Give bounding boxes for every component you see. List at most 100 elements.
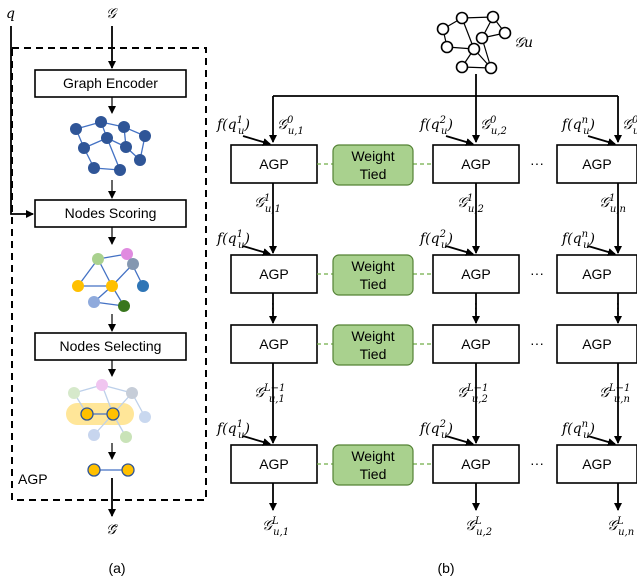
query-score-label: f(q1 u) [216, 419, 250, 441]
agp-box [556, 144, 637, 184]
graph-node [106, 280, 118, 292]
query-score-label: f(q2 u) [419, 115, 453, 137]
user-graph [436, 10, 512, 75]
agp-rows: AGP AGP AGP Weight Tied ··· AGP AGP AGP Weight Tie… [216, 115, 637, 538]
query-score-arrow [242, 435, 271, 446]
weight-tied-box [332, 144, 414, 186]
query-score-label: f(q2 u) [419, 229, 453, 251]
weight-tied-label: Weight [351, 148, 394, 164]
panel-b: 𝒢u AGP AGP AGP Weight Tied ··· AGP AGP AGP Weight… [216, 10, 637, 576]
weight-tied-box [332, 324, 414, 366]
final-output-label: 𝒢L u,1 [262, 516, 289, 538]
graph-node [440, 40, 454, 54]
graph-node [436, 22, 450, 36]
agp-box-label: AGP [461, 156, 491, 172]
pooled-graph [87, 463, 135, 477]
graph-encoder-box [34, 69, 187, 98]
weight-tied-label: Tied [360, 166, 387, 182]
agp-box [556, 254, 637, 294]
graph-node [70, 123, 82, 135]
query-score-arrow [242, 245, 271, 256]
weight-tied-label: Weight [351, 328, 394, 344]
graph-node [126, 387, 138, 399]
query-score-arrow [242, 135, 271, 146]
nodes-selecting-label: Nodes Selecting [60, 338, 162, 354]
weight-tied-label: Weight [351, 448, 394, 464]
layer-output-label: 𝒢1 u,n [599, 193, 626, 215]
agp-box [432, 144, 520, 184]
agp-box-label: AGP [461, 336, 491, 352]
graph-node [96, 379, 108, 391]
weight-tied-label: Weight [351, 258, 394, 274]
agp-box-label: AGP [582, 156, 612, 172]
graph-node [92, 253, 104, 265]
agp-box [432, 324, 520, 364]
query-arrow [10, 26, 34, 218]
graph-node [121, 463, 135, 477]
encoded-graph [70, 116, 151, 176]
graph-node [467, 42, 481, 56]
query-score-arrow [587, 435, 616, 446]
selected-graph [66, 379, 151, 443]
graph-node [475, 31, 489, 45]
weight-tied-box [332, 444, 414, 486]
query-score-label: f(qn u) [561, 115, 595, 137]
caption-b: (b) [437, 560, 454, 576]
query-score-label: f(q1 u) [216, 229, 250, 251]
nodes-scoring-label: Nodes Scoring [65, 205, 157, 221]
layer-output-label: 𝒢L−1 u,2 [457, 383, 488, 405]
agp-box [556, 324, 637, 364]
agp-box-label: AGP [582, 266, 612, 282]
graph-node [120, 431, 132, 443]
query-score-label: f(q1 u) [216, 115, 250, 137]
agp-box [230, 144, 318, 184]
input-graph-label: 𝒢 [106, 6, 118, 22]
agp-box-label: AGP [461, 456, 491, 472]
agp-box-label: AGP [259, 156, 289, 172]
caption-a: (a) [108, 560, 125, 576]
weight-tied-label: Tied [360, 346, 387, 362]
graph-node [455, 11, 469, 25]
input-subgraph-label: 𝒢0u,n [622, 115, 637, 137]
query-score-label: f(q2 u) [419, 419, 453, 441]
layer-output-label: 𝒢L−1 u,1 [254, 383, 285, 405]
agp-box-label: AGP [582, 336, 612, 352]
graph-node [114, 164, 126, 176]
nodes-selecting-box [34, 332, 187, 361]
layer-output-label: 𝒢1 u,1 [254, 193, 281, 215]
agp-box [432, 254, 520, 294]
horizontal-ellipsis: ··· [530, 155, 544, 171]
layer-output-label: 𝒢1 u,2 [457, 193, 484, 215]
graph-node [121, 248, 133, 260]
weight-tied-label: Tied [360, 276, 387, 292]
horizontal-ellipsis: ··· [530, 265, 544, 281]
graph-node [88, 162, 100, 174]
user-graph-label: 𝒢u [514, 35, 533, 51]
agp-box-label: AGP [259, 336, 289, 352]
graph-node [498, 26, 512, 40]
graph-node [139, 411, 151, 423]
graph-encoder-label: Graph Encoder [63, 75, 158, 91]
layer-output-label: 𝒢L−1 u,n [599, 383, 630, 405]
query-score-label: f(qn u) [561, 229, 595, 251]
graph-node [118, 300, 130, 312]
query-label: q [6, 6, 15, 22]
graph-node [106, 407, 120, 421]
input-subgraph-label: 𝒢0 u,2 [480, 115, 507, 137]
query-score-arrow [587, 245, 616, 256]
agp-box-label: AGP [259, 266, 289, 282]
graph-node [95, 116, 107, 128]
query-score-label: f(qn u) [561, 419, 595, 441]
horizontal-ellipsis: ··· [530, 335, 544, 351]
vertical-ellipsis: ⋮ [266, 300, 280, 316]
query-score-arrow [445, 135, 474, 146]
agp-box-label: AGP [461, 266, 491, 282]
graph-node [120, 141, 132, 153]
graph-node [139, 130, 151, 142]
agp-box-label: AGP [582, 456, 612, 472]
vertical-ellipsis: ⋮ [611, 300, 625, 316]
agp-box [556, 444, 637, 484]
panel-a: q 𝒢 Graph Encoder [6, 6, 207, 576]
agp-box [432, 444, 520, 484]
query-score-arrow [587, 135, 616, 146]
